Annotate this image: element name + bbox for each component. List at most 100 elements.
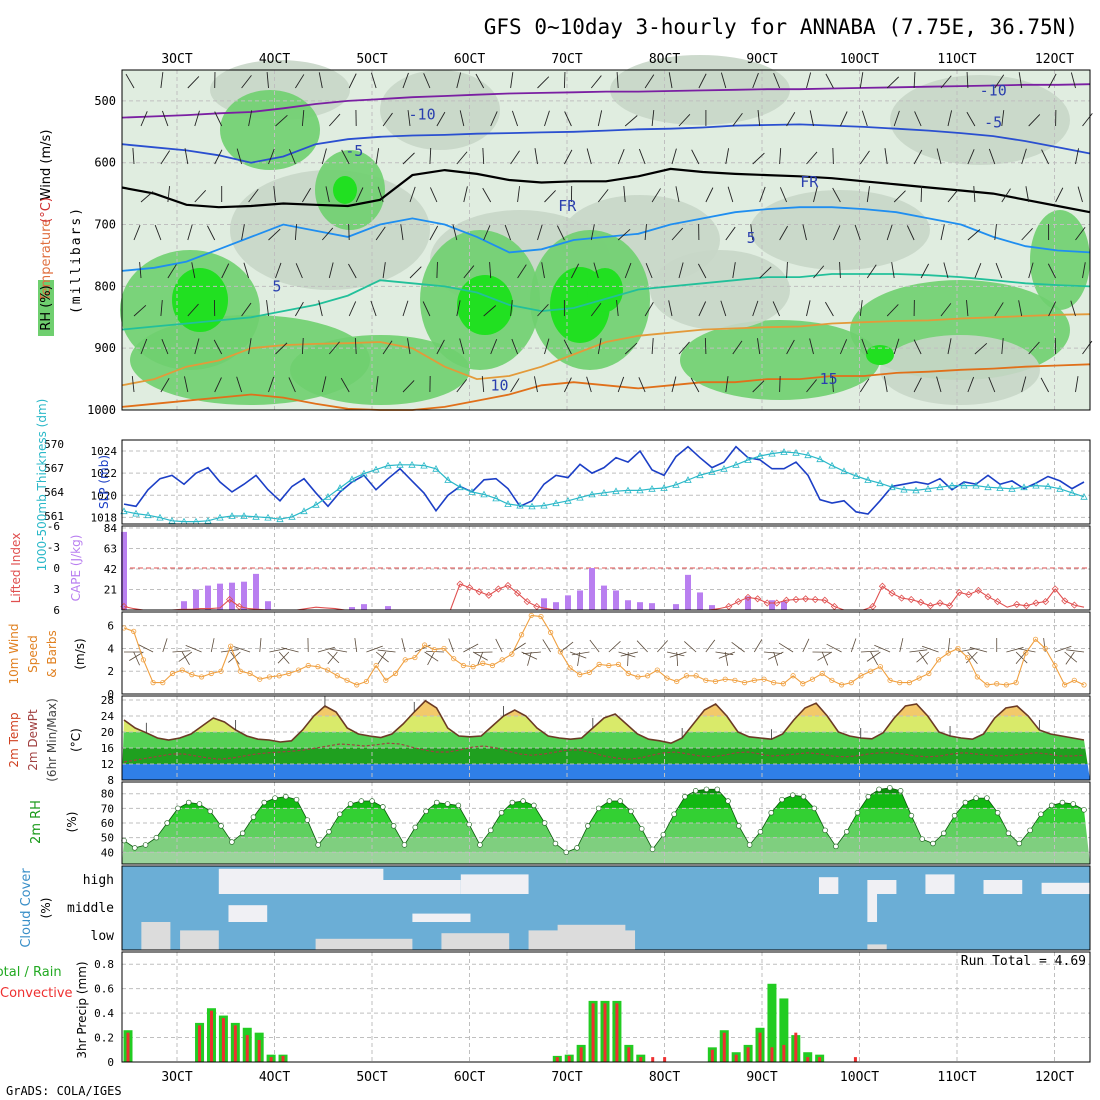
pressure-tick-label: 800 [94,279,116,293]
isotherm-label: -5 [345,142,363,160]
wind-barb [1001,188,1011,203]
wind-barb [967,376,975,393]
thickness-point [1056,484,1064,492]
rh-point [585,823,591,829]
rh-point [617,798,623,804]
cape-bar [577,590,583,610]
cape-ylabel: CAPE (J/kg) [69,535,83,602]
temp-ylabel-unit: (°C) [69,728,83,752]
precip-convective-bar [627,1047,631,1062]
wind-barb-10m [377,649,396,653]
wind-barb [891,262,895,279]
temp-tick-label: 16 [101,742,114,755]
wind-barb [140,338,148,355]
wind-barb [511,338,519,355]
wind-barb [936,148,942,165]
rh-point [369,798,375,804]
wind-barb [537,224,543,241]
thickness-point [1020,483,1028,491]
wind-barb [839,111,848,127]
wind-barb-10m [495,638,503,653]
isotherm-5 [121,206,1091,272]
wind-barb [854,224,861,241]
wind-barb [370,300,377,317]
cape-bar [637,602,643,610]
wind-barb [429,187,438,203]
cape-tick-label: 21 [104,584,117,597]
upper-ylabel-temp: Temperature [39,219,54,302]
li-point [1032,599,1040,607]
wind-speed-point [683,673,690,679]
wind-barb-10m [731,641,745,653]
wind-barb [861,338,868,355]
wind-speed-point [373,662,379,669]
thickness-point [516,501,524,509]
slp-tick-label: 1020 [91,489,118,502]
wind-barb [459,110,465,127]
li-tick-label: -6 [47,520,60,533]
thickness-point [936,483,944,491]
wind-barb [214,149,223,165]
wind-barb [994,302,1004,317]
li-point [456,580,464,588]
wind-speed-point [334,673,340,679]
rh-point [725,798,731,804]
rh-point [336,811,343,817]
wind-speed-point [819,670,825,677]
wind-speed-point [392,670,399,677]
wind-barb-10m [569,651,587,659]
rh-point [930,840,936,847]
thickness-point [264,513,272,521]
cloud-block [228,905,268,922]
rh-point [843,829,850,835]
slp-line [123,445,1085,515]
wind-barb-10m [1065,651,1075,665]
wind-barb [839,339,848,355]
wind-barb [1082,262,1086,279]
wind-barb [541,262,545,279]
thickness-point [144,511,152,519]
li-point [917,598,925,606]
rh-point [531,802,537,809]
rh-shading [290,335,470,405]
wind-barb [436,339,445,355]
wind-barb-10m [577,651,581,666]
wind-barb [752,380,765,393]
wind-speed-point [577,672,583,678]
wind-barb [1070,72,1076,89]
wind-barb-10m [705,639,716,653]
wind-speed-point [800,681,806,687]
wind-barb [644,302,654,317]
thickness-point [528,502,536,510]
wind-barb [213,339,223,355]
wind-barb-10m [366,645,383,653]
wind-barb [534,376,538,393]
cape-bar [181,601,187,610]
wind-speed-point [1052,662,1058,669]
wind-barb [241,224,245,241]
wind-speed-point [1062,682,1068,688]
wind-barb [456,72,462,89]
rh-point [779,796,785,803]
wind-speed-point [315,664,321,670]
rh-point [218,823,224,829]
wind-barb [732,262,736,279]
cape-bar [601,585,607,610]
wind-barb-10m [477,651,484,666]
li-point [946,602,954,610]
wind-speed-point [286,670,292,677]
wind-barb [866,264,877,279]
rh-point [261,799,267,806]
cloud-level-label: middle [67,901,114,916]
wind-barb [133,224,141,241]
rh-point [142,842,149,848]
thickness-point [576,493,584,501]
isotherm-label: 5 [747,229,756,247]
wind-barb-10m [916,651,930,663]
isotherm-label: 15 [820,370,838,388]
wind-barb-10m [636,640,648,653]
wind-barb [1040,377,1049,393]
wind-barb [966,111,976,127]
cloud-block [818,877,839,894]
upper-ylabel-wind: Wind (m/s) [39,130,54,201]
